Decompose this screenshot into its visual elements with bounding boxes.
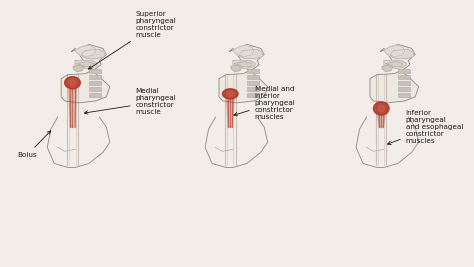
FancyBboxPatch shape [247, 81, 259, 85]
Polygon shape [75, 45, 96, 57]
Polygon shape [231, 65, 242, 72]
Polygon shape [69, 89, 76, 127]
FancyBboxPatch shape [398, 81, 410, 85]
FancyBboxPatch shape [247, 93, 259, 97]
Text: Inferior
pharyngeal
and esophageal
constrictor
muscles: Inferior pharyngeal and esophageal const… [388, 109, 463, 144]
Polygon shape [391, 49, 413, 58]
Ellipse shape [374, 102, 389, 115]
Polygon shape [227, 99, 234, 127]
Polygon shape [370, 44, 419, 103]
Polygon shape [233, 61, 255, 69]
Polygon shape [235, 61, 252, 66]
FancyBboxPatch shape [89, 69, 101, 73]
FancyBboxPatch shape [89, 93, 101, 97]
Polygon shape [77, 61, 94, 66]
Ellipse shape [227, 91, 233, 96]
Ellipse shape [378, 105, 384, 112]
Polygon shape [61, 44, 110, 103]
Polygon shape [382, 65, 392, 72]
Polygon shape [219, 44, 268, 103]
FancyBboxPatch shape [398, 93, 410, 97]
FancyBboxPatch shape [89, 81, 101, 85]
FancyBboxPatch shape [247, 87, 259, 91]
FancyBboxPatch shape [398, 69, 410, 73]
FancyBboxPatch shape [247, 69, 259, 73]
FancyBboxPatch shape [398, 87, 410, 91]
Polygon shape [82, 49, 105, 58]
Text: Superior
pharyngeal
constrictor
muscle: Superior pharyngeal constrictor muscle [89, 11, 176, 69]
Ellipse shape [64, 77, 80, 89]
Polygon shape [386, 61, 403, 66]
Ellipse shape [69, 80, 75, 86]
FancyBboxPatch shape [89, 75, 101, 79]
FancyBboxPatch shape [398, 75, 410, 79]
Polygon shape [233, 45, 254, 57]
Polygon shape [377, 115, 385, 127]
Polygon shape [384, 45, 405, 57]
FancyBboxPatch shape [89, 87, 101, 91]
Polygon shape [75, 61, 98, 69]
Polygon shape [240, 49, 263, 58]
Ellipse shape [222, 89, 238, 99]
Polygon shape [73, 65, 84, 72]
FancyBboxPatch shape [247, 75, 259, 79]
Polygon shape [384, 61, 407, 69]
Text: Bolus: Bolus [17, 131, 51, 158]
Text: Medial
pharyngeal
constrictor
muscle: Medial pharyngeal constrictor muscle [84, 88, 176, 115]
Text: Medial and
inferior
pharyngeal
constrictor
muscles: Medial and inferior pharyngeal constrict… [234, 86, 295, 120]
